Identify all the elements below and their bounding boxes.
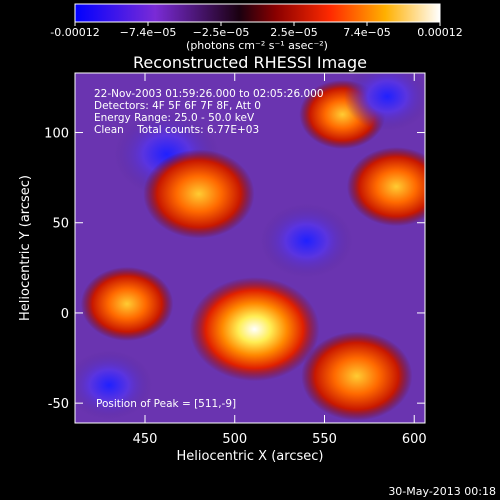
x-axis-ticks: 450 500 550 600 bbox=[133, 73, 427, 447]
y-tick-label: 0 bbox=[61, 307, 69, 322]
positive-source bbox=[346, 147, 425, 227]
negative-source bbox=[260, 203, 353, 278]
info-peak-position: Position of Peak = [511,-9] bbox=[96, 398, 236, 410]
plot-frame bbox=[74, 72, 426, 424]
colorbar-tick-label: -0.00012 bbox=[50, 26, 99, 39]
colorbar-strip bbox=[74, 3, 441, 23]
heatmap-sources bbox=[75, 73, 425, 421]
negative-source bbox=[75, 350, 153, 420]
x-tick-label: 450 bbox=[133, 432, 158, 447]
positive-source bbox=[143, 149, 255, 239]
colorbar-tick-label: −7.4e−05 bbox=[120, 26, 177, 39]
x-tick-label: 550 bbox=[312, 432, 337, 447]
y-tick-label: 100 bbox=[44, 127, 69, 142]
colorbar-tick-label: 0.00012 bbox=[417, 26, 463, 39]
colorbar-ticks: -0.00012 −7.4e−05 −2.5e−05 2.5e−05 7.4e−05 0.… bbox=[50, 22, 463, 39]
y-axis-ticks: -50 0 50 100 bbox=[44, 127, 425, 412]
info-counts: Clean Total counts: 6.77E+03 bbox=[94, 124, 259, 136]
colorbar-tick-label: −2.5e−05 bbox=[193, 26, 250, 39]
info-detectors: Detectors: 4F 5F 6F 7F 8F, Att 0 bbox=[94, 100, 261, 112]
chart-title: Reconstructed RHESSI Image bbox=[133, 53, 367, 72]
y-tick-label: 50 bbox=[52, 217, 69, 232]
colorbar: -0.00012 −7.4e−05 −2.5e−05 2.5e−05 7.4e−05 0.… bbox=[50, 3, 463, 52]
colorbar-tick-label: 7.4e−05 bbox=[343, 26, 390, 39]
negative-source bbox=[344, 73, 425, 131]
positive-source bbox=[301, 331, 413, 421]
y-tick-label: -50 bbox=[48, 397, 69, 412]
info-overlay: 22-Nov-2003 01:59:26.000 to 02:05:26.000… bbox=[94, 88, 324, 410]
colorbar-tick-label: 2.5e−05 bbox=[270, 26, 317, 39]
info-energy-range: Energy Range: 25.0 - 50.0 keV bbox=[94, 112, 255, 124]
x-axis-title: Heliocentric X (arcsec) bbox=[177, 449, 324, 464]
info-time-range: 22-Nov-2003 01:59:26.000 to 02:05:26.000 bbox=[94, 88, 324, 100]
x-tick-label: 500 bbox=[222, 432, 247, 447]
colorbar-units-label: (photons cm⁻² s⁻¹ asec⁻²) bbox=[186, 39, 328, 52]
y-axis-title: Heliocentric Y (arcsec) bbox=[18, 175, 33, 321]
x-tick-label: 600 bbox=[402, 432, 427, 447]
positive-source bbox=[189, 277, 320, 382]
positive-source bbox=[80, 266, 174, 341]
footer-date: 30-May-2013 00:18 bbox=[388, 485, 496, 498]
plot-area bbox=[75, 73, 425, 423]
